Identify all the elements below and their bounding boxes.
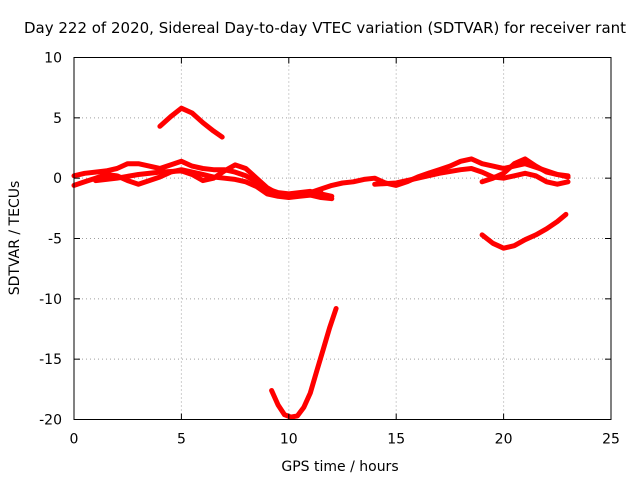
x-tick-label: 5: [177, 432, 186, 448]
chart-title: Day 222 of 2020, Sidereal Day-to-day VTE…: [24, 19, 626, 37]
y-axis-label: SDTVAR / TECUs: [7, 181, 23, 296]
series-line-arc-low-midday: [269, 306, 339, 420]
x-tick-label: 20: [495, 432, 513, 448]
series-layer: [71, 105, 571, 420]
y-tick-label: 0: [53, 171, 62, 187]
grid-lines: [74, 57, 611, 420]
series-line-arc-main-3: [93, 162, 324, 199]
y-tick-label: -10: [39, 292, 62, 308]
series-line-arc-main-4: [307, 156, 571, 196]
x-tick-label: 15: [387, 432, 405, 448]
y-tick-label: 5: [53, 111, 62, 127]
axis-ticks: 0 5 10 15 20 25 10 5 0 -5 -10 -15 -20: [39, 51, 620, 448]
y-tick-label: 10: [44, 51, 62, 67]
x-tick-label: 0: [70, 432, 79, 448]
x-tick-label: 10: [280, 432, 298, 448]
series-line-arc-main-6: [479, 156, 571, 185]
y-tick-label: -20: [39, 413, 62, 429]
y-tick-label: -5: [48, 232, 62, 248]
x-axis-label: GPS time / hours: [281, 459, 398, 475]
x-tick-label: 25: [602, 432, 620, 448]
y-tick-label: -15: [39, 352, 62, 368]
series-line-arc-low-evening: [479, 211, 569, 251]
series-line-arc-high-morning: [157, 105, 225, 140]
